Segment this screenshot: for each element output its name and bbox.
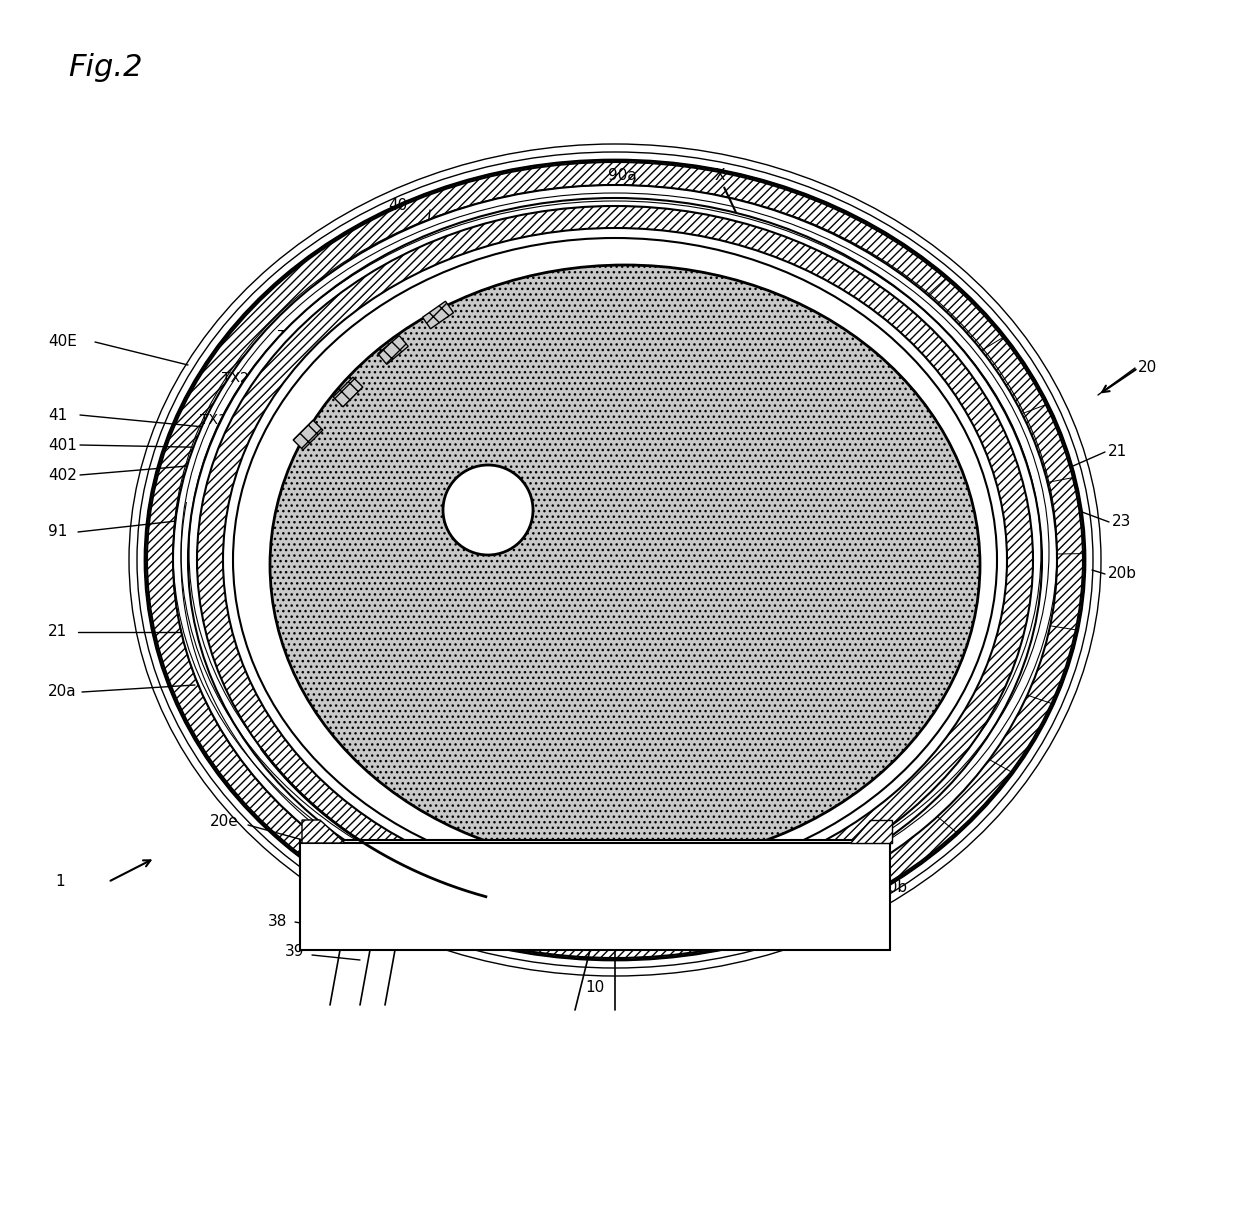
Text: 40E: 40E — [48, 335, 77, 350]
Text: 1: 1 — [55, 875, 64, 889]
Text: 90a: 90a — [608, 168, 637, 183]
Bar — [423, 301, 454, 329]
Text: 21: 21 — [48, 625, 67, 639]
Ellipse shape — [174, 185, 1056, 935]
Text: TX2: TX2 — [222, 371, 249, 385]
Ellipse shape — [148, 162, 1083, 959]
Text: 402: 402 — [48, 468, 77, 482]
Text: 20a: 20a — [48, 685, 77, 699]
Ellipse shape — [233, 238, 997, 882]
Text: 401: 401 — [48, 437, 77, 453]
Text: 21: 21 — [1109, 445, 1127, 459]
Text: 20e: 20e — [210, 815, 239, 829]
Text: TX3: TX3 — [278, 329, 305, 343]
Text: 90b: 90b — [878, 881, 908, 895]
Text: 23: 23 — [1112, 514, 1131, 530]
Bar — [378, 336, 408, 364]
Polygon shape — [849, 820, 892, 843]
Text: Fig.2: Fig.2 — [68, 54, 143, 83]
Text: 20: 20 — [1138, 361, 1157, 375]
Text: 20b: 20b — [1109, 566, 1137, 581]
Text: 20f: 20f — [868, 815, 893, 829]
Text: X: X — [715, 168, 725, 183]
Text: 10: 10 — [585, 980, 605, 995]
Text: 39: 39 — [285, 944, 305, 960]
Text: 90a1: 90a1 — [435, 420, 474, 436]
Bar — [334, 378, 363, 407]
Ellipse shape — [197, 206, 1033, 913]
Text: 40: 40 — [388, 197, 407, 212]
Ellipse shape — [270, 266, 980, 865]
Text: 38: 38 — [268, 915, 288, 929]
Ellipse shape — [188, 199, 1042, 922]
Polygon shape — [303, 820, 345, 843]
Bar — [300, 840, 890, 950]
Ellipse shape — [223, 228, 1007, 892]
Text: TX1: TX1 — [200, 413, 227, 428]
Circle shape — [443, 465, 533, 555]
Text: 91: 91 — [48, 525, 67, 540]
Ellipse shape — [145, 160, 1085, 960]
Text: 90: 90 — [777, 855, 797, 870]
Text: TX4: TX4 — [348, 294, 374, 307]
Text: 41: 41 — [48, 408, 67, 423]
Bar — [293, 420, 322, 449]
